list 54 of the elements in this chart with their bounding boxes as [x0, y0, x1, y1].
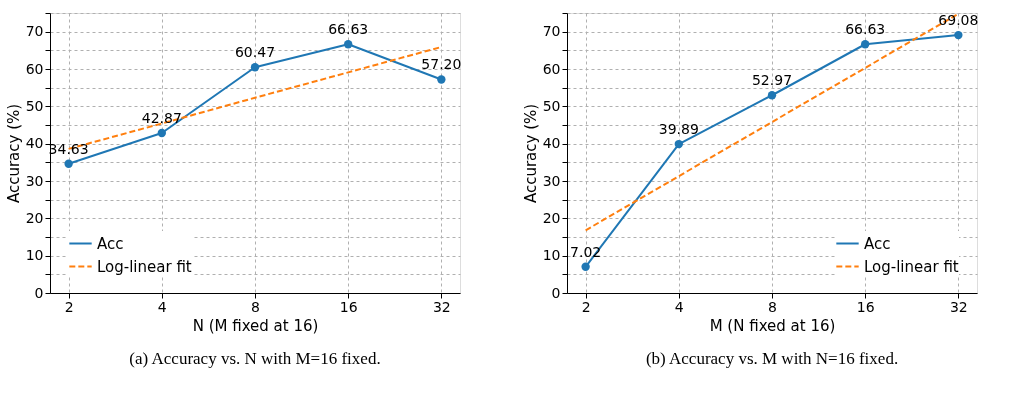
- data-label: 69.08: [938, 12, 979, 29]
- x-axis-title: M (N fixed at 16): [709, 316, 836, 335]
- data-label: 66.63: [845, 21, 886, 38]
- x-tick-label: 2: [64, 298, 74, 315]
- data-label: 52.97: [751, 72, 793, 89]
- y-tick-label: 60: [542, 60, 561, 77]
- x-tick-label: 32: [949, 298, 968, 315]
- y-tick-label: 50: [25, 97, 44, 114]
- x-axis-title: N (M fixed at 16): [192, 316, 319, 335]
- y-tick-label: 0: [551, 284, 561, 301]
- data-label: 66.63: [328, 21, 369, 38]
- text: (b) Accuracy vs. M with N=16 fixed.: [645, 349, 899, 368]
- point: [674, 139, 683, 149]
- x-tick-label: 2: [581, 298, 591, 315]
- y-tick-label: 60: [25, 60, 44, 77]
- y-tick-label: 0: [34, 284, 44, 301]
- legend-label: Acc: [864, 234, 891, 253]
- x-tick-label: 8: [768, 298, 777, 315]
- y-tick-label: 70: [25, 23, 44, 40]
- point: [954, 30, 963, 40]
- point: [861, 40, 870, 49]
- y-tick-label: 50: [542, 97, 561, 114]
- y-tick-label: 40: [542, 135, 561, 152]
- data-label: 39.89: [658, 121, 699, 138]
- text: (a) Accuracy vs. N with M=16 fixed.: [129, 349, 381, 368]
- legend-label: Log-linear fit: [97, 257, 192, 276]
- x-tick-label: 8: [251, 298, 260, 315]
- x-tick-label: 16: [339, 298, 358, 315]
- point: [64, 159, 73, 168]
- y-tick-label: 30: [542, 172, 561, 189]
- point: [157, 128, 166, 138]
- x-tick-label: 16: [856, 298, 875, 315]
- y-tick-label: 20: [542, 209, 561, 226]
- point: [767, 91, 777, 100]
- x-tick-label: 4: [674, 298, 684, 315]
- y-tick-label: 20: [25, 209, 44, 226]
- y-axis-title: Accuracy (%): [4, 103, 23, 204]
- point: [437, 75, 446, 84]
- y-tick-label: 30: [25, 172, 44, 189]
- y-tick-label: 70: [542, 23, 561, 40]
- x-tick-label: 4: [157, 298, 167, 315]
- x-tick-label: 32: [432, 298, 451, 315]
- data-label: 60.47: [234, 44, 276, 61]
- point: [250, 63, 260, 72]
- y-tick-label: 10: [542, 247, 561, 264]
- data-label: 57.20: [421, 56, 462, 73]
- y-axis-title: Accuracy (%): [521, 103, 540, 204]
- y-tick-label: 10: [25, 247, 44, 264]
- legend-label: Acc: [97, 234, 124, 253]
- point: [344, 40, 353, 49]
- y-tick-label: 40: [25, 135, 44, 152]
- legend-label: Log-linear fit: [864, 257, 959, 276]
- data-label: 42.87: [141, 109, 182, 126]
- point: [581, 262, 590, 271]
